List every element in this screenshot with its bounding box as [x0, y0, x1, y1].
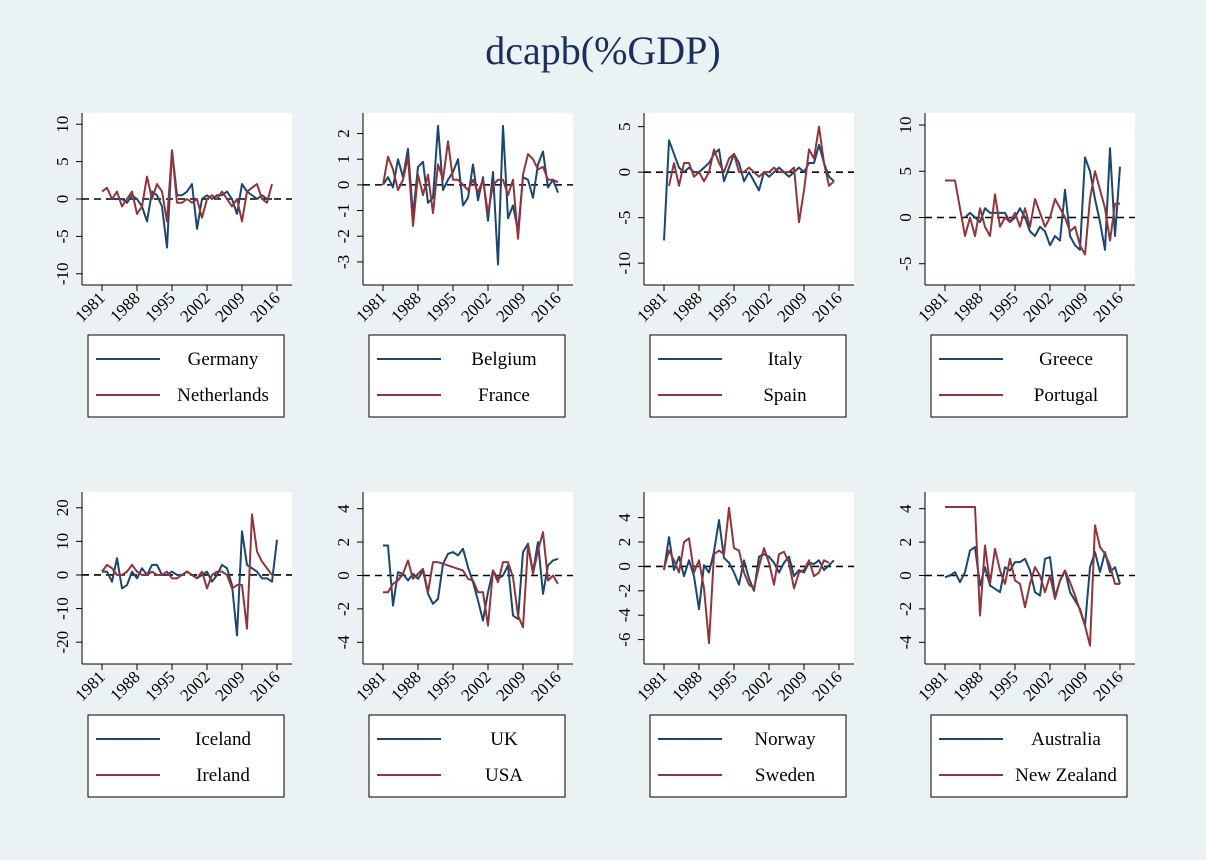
y-tick-label: -5 [615, 211, 634, 225]
y-tick-label: 5 [896, 167, 915, 176]
y-tick-label: -10 [53, 262, 72, 285]
y-tick-label: 0 [896, 571, 915, 580]
y-tick-label: 4 [615, 513, 634, 522]
legend-label: Belgium [471, 349, 537, 370]
y-tick-label: -1 [334, 203, 353, 217]
y-tick-label: 0 [896, 213, 915, 222]
series-line [663, 506, 830, 645]
legend-label: New Zealand [1015, 765, 1117, 786]
legend-box [368, 714, 566, 798]
legend-label: Sweden [755, 765, 816, 786]
y-tick-label: 0 [334, 571, 353, 580]
y-tick-label: 0 [334, 181, 353, 190]
y-tick-label: -2 [615, 584, 634, 598]
y-tick-label: 4 [334, 504, 353, 513]
y-tick-label: -4 [615, 608, 634, 623]
series-line [663, 519, 835, 611]
y-tick-label: -2 [334, 229, 353, 243]
y-tick-label: 10 [896, 117, 915, 134]
series-line [945, 170, 1120, 256]
legend-label: Iceland [195, 729, 251, 750]
y-tick-label: -10 [53, 597, 72, 620]
legend-label: UK [490, 729, 518, 750]
legend-box [649, 334, 847, 418]
y-tick-label: -4 [896, 635, 915, 650]
y-tick-label: 2 [896, 538, 915, 547]
y-tick-label: 10 [53, 116, 72, 133]
y-tick-label: -6 [615, 633, 634, 647]
legend-label: Netherlands [177, 385, 269, 406]
legend-label: USA [485, 765, 523, 786]
y-tick-label: 5 [615, 122, 634, 130]
y-tick-label: 10 [53, 533, 72, 550]
legend-box [930, 714, 1128, 798]
y-tick-label: 2 [334, 538, 353, 547]
legend-label: Italy [768, 349, 803, 370]
y-tick-label: 0 [615, 168, 634, 177]
legend-box [649, 714, 847, 798]
plot-area [925, 113, 1135, 285]
y-tick-label: 0 [53, 571, 72, 580]
legend-box [87, 334, 285, 418]
series-line [945, 506, 1120, 647]
series-line [668, 125, 835, 224]
legend-label: Greece [1039, 349, 1093, 370]
y-tick-label: 0 [53, 195, 72, 204]
y-tick-label: 5 [53, 157, 72, 166]
series-line [107, 149, 272, 249]
y-tick-label: -4 [334, 635, 353, 650]
y-tick-label: -5 [53, 229, 72, 243]
y-tick-label: -5 [896, 257, 915, 271]
series-line [101, 149, 273, 223]
series-line [964, 147, 1121, 251]
y-tick-label: 4 [896, 504, 915, 513]
legend-label: Germany [188, 349, 259, 370]
y-tick-label: -10 [615, 252, 634, 275]
y-tick-label: 0 [615, 562, 634, 571]
y-tick-label: 20 [53, 499, 72, 516]
plot-area [82, 492, 292, 664]
series-line [382, 140, 559, 240]
y-tick-label: 1 [334, 155, 353, 164]
y-tick-label: -3 [334, 255, 353, 269]
plot-area [925, 492, 1135, 664]
legend-label: Australia [1031, 729, 1101, 750]
y-tick-label: 2 [615, 538, 634, 547]
plot-area [644, 113, 854, 285]
legend-label: Spain [763, 385, 807, 406]
legend-label: Portugal [1034, 385, 1098, 406]
legend-label: Norway [754, 729, 816, 750]
y-tick-label: -2 [334, 602, 353, 616]
y-tick-label: 2 [334, 129, 353, 138]
legend-box [368, 334, 566, 418]
figure-title: dcapb(%GDP) [485, 28, 721, 73]
series-line [101, 513, 273, 630]
series-line [944, 546, 1121, 627]
legend-box [87, 714, 285, 798]
series-line [383, 531, 559, 629]
legend-box [930, 334, 1128, 418]
y-tick-label: -2 [896, 602, 915, 616]
y-tick-label: -20 [53, 631, 72, 654]
legend-label: France [478, 385, 530, 406]
legend-label: Ireland [196, 765, 250, 786]
